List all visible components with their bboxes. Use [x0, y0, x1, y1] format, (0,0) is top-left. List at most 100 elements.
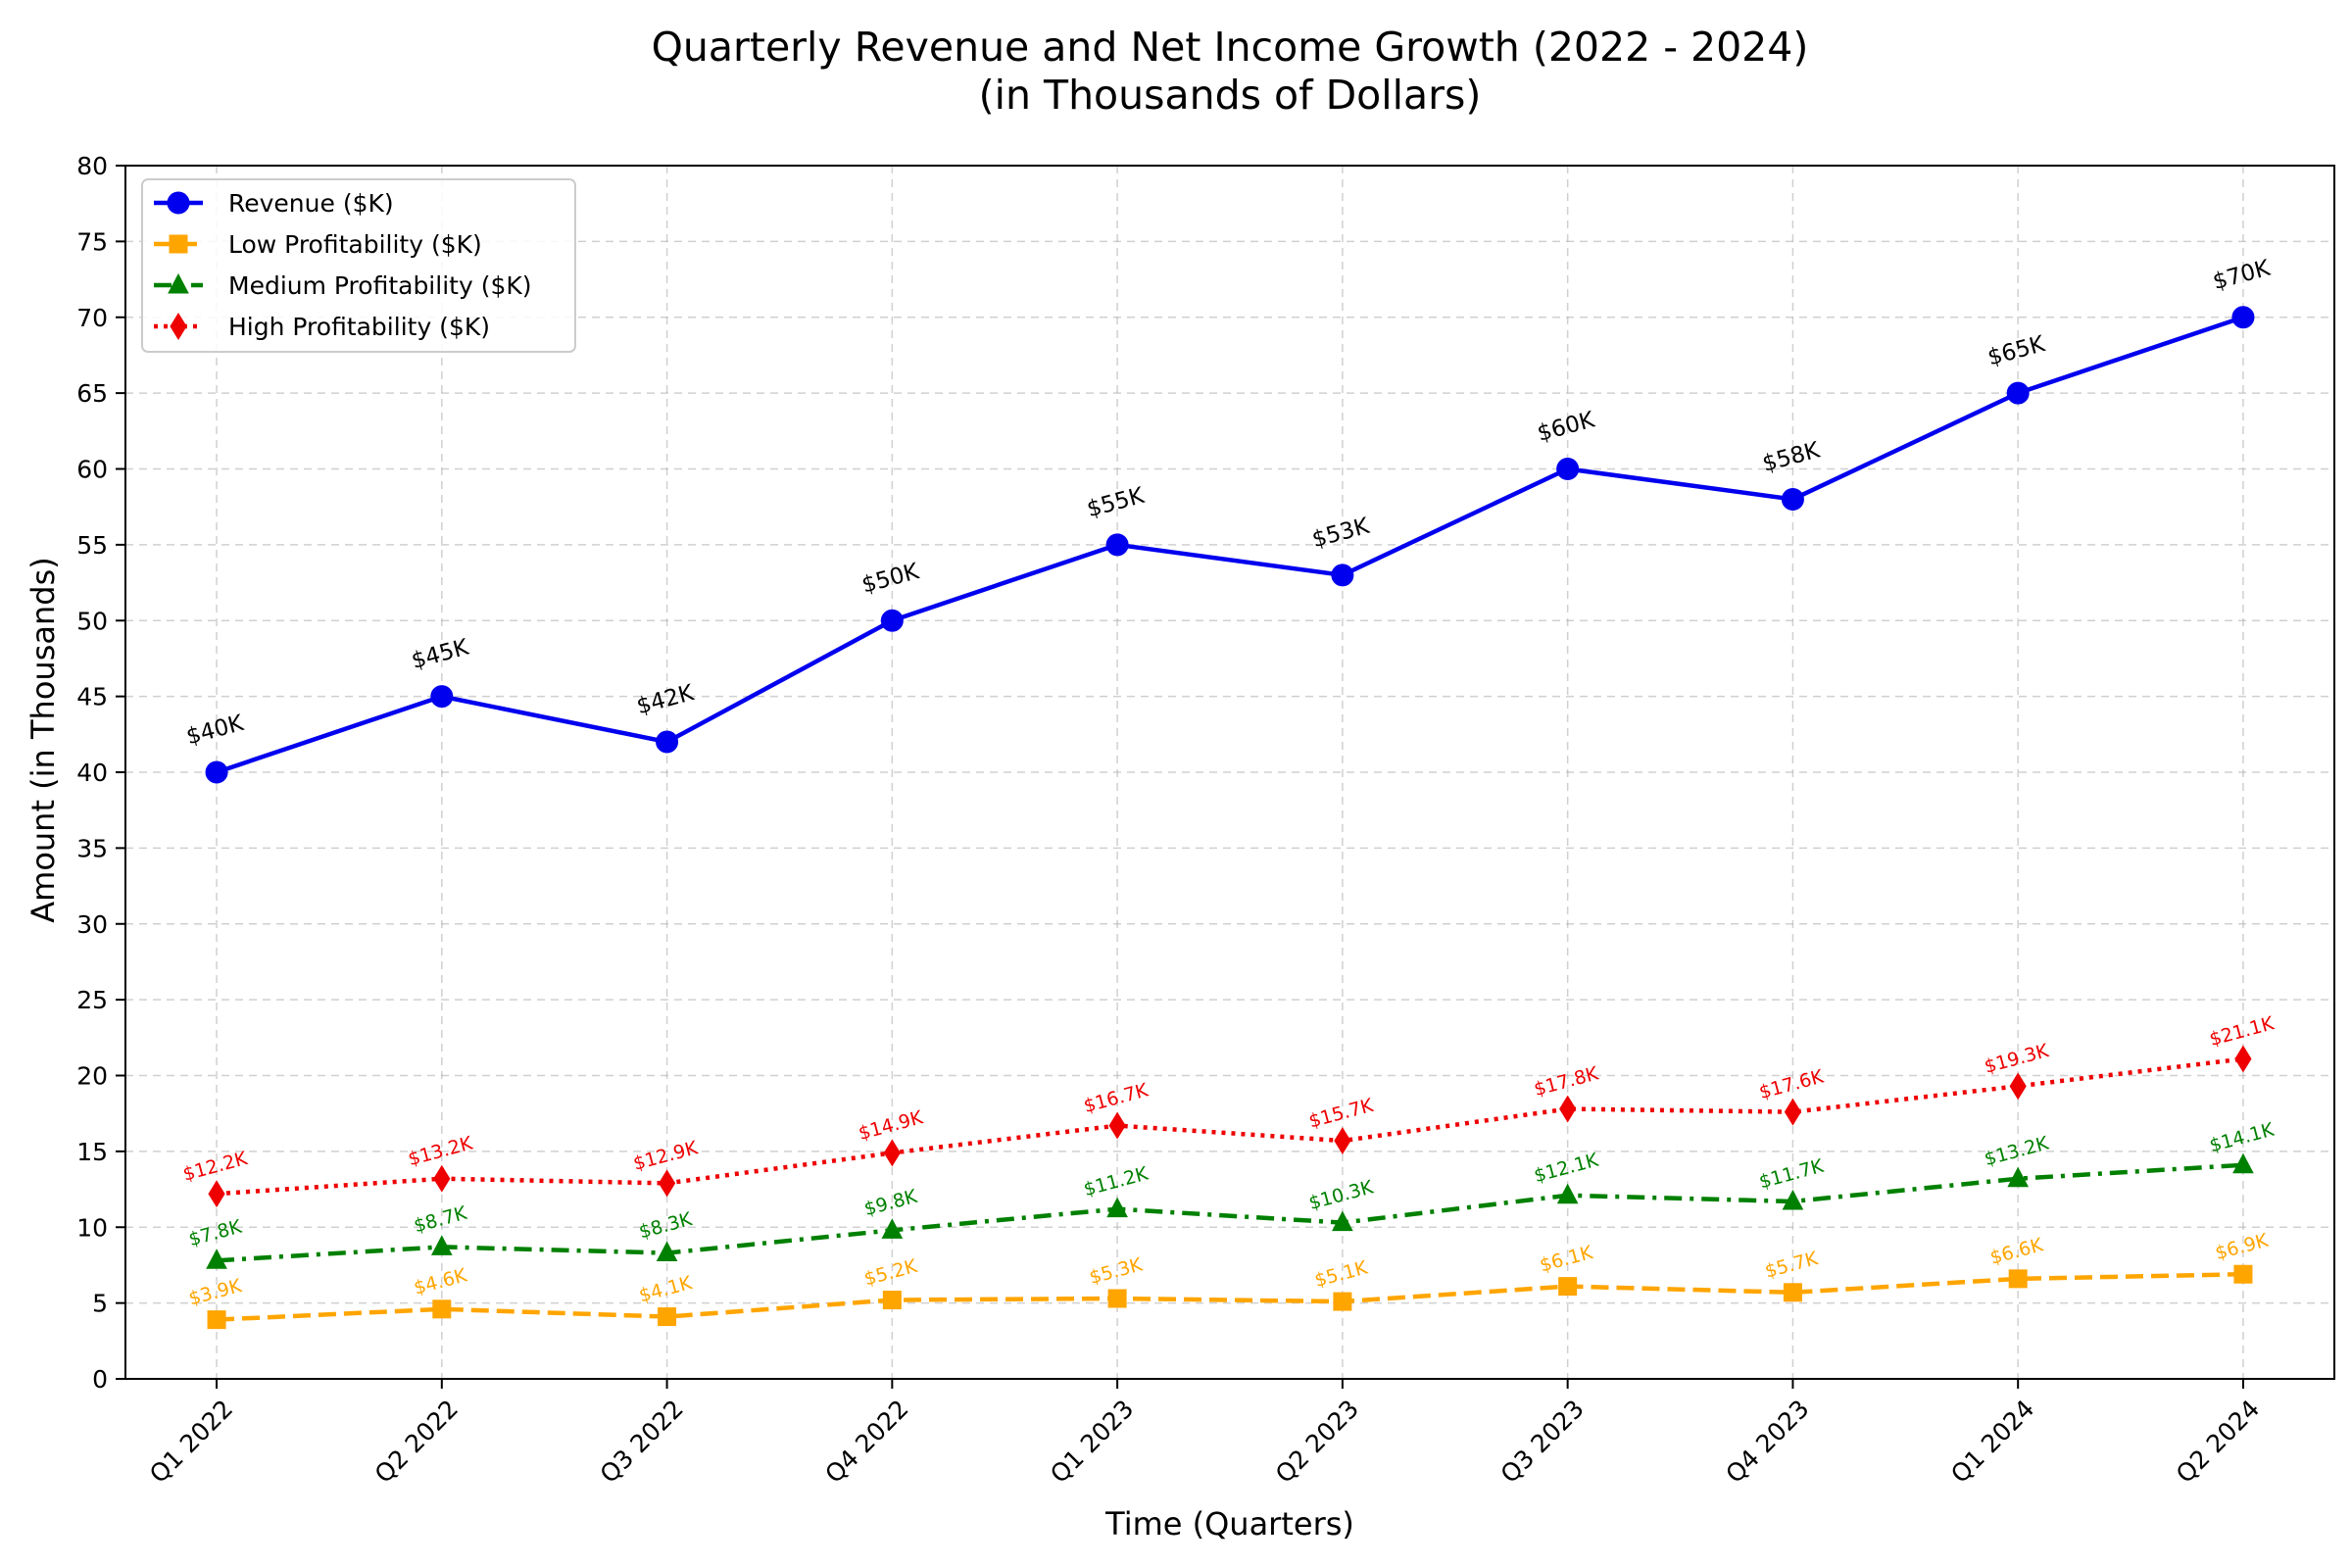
data-label: $14.9K [857, 1106, 926, 1145]
data-point [2231, 306, 2255, 329]
legend-label: Medium Profitability ($K) [228, 271, 532, 300]
data-point [2232, 1152, 2254, 1174]
data-label: $58K [1760, 437, 1824, 477]
data-point [207, 1310, 226, 1330]
y-tick-label: 30 [76, 910, 108, 939]
y-tick-label: 45 [76, 683, 108, 711]
legend-marker [169, 234, 188, 254]
data-point [432, 1299, 452, 1319]
data-point [2008, 1269, 2028, 1289]
data-label: $12.9K [631, 1137, 701, 1175]
data-label: $40K [183, 710, 247, 751]
data-label: $13.2K [406, 1133, 475, 1171]
y-tick-label: 75 [76, 227, 108, 256]
series-line [216, 1162, 2244, 1263]
data-point [2234, 1045, 2252, 1073]
legend-box [141, 178, 576, 353]
data-label: $6.6K [1987, 1234, 2045, 1269]
data-label: $21.1K [2207, 1012, 2277, 1051]
data-point [883, 1139, 901, 1167]
legend-marker [167, 191, 190, 215]
data-label: $16.7K [1081, 1079, 1151, 1117]
data-point [433, 1164, 451, 1193]
x-tick-label: Q1 2022 [144, 1395, 238, 1489]
x-tick-label: Q2 2024 [2171, 1395, 2265, 1489]
y-tick-label: 20 [76, 1062, 108, 1091]
y-tick-label: 55 [76, 531, 108, 560]
x-tick-label: Q3 2022 [595, 1395, 689, 1489]
y-tick-label: 35 [76, 834, 108, 862]
data-label: $8.3K [637, 1208, 695, 1244]
data-point [656, 730, 679, 754]
data-point [1331, 564, 1354, 587]
data-point [430, 685, 454, 709]
data-point [1333, 1292, 1352, 1311]
data-point [206, 1249, 227, 1269]
data-point [880, 609, 904, 632]
data-label: $11.7K [1757, 1155, 1827, 1194]
data-label: $19.3K [1982, 1040, 2051, 1078]
data-point [1559, 1095, 1577, 1123]
x-tick-label: Q4 2023 [1720, 1395, 1814, 1489]
data-label: $12.1K [1532, 1150, 1601, 1188]
legend-marker [170, 313, 187, 340]
data-point [2233, 1264, 2253, 1284]
data-point [208, 1180, 225, 1208]
data-label: $9.8K [862, 1186, 920, 1221]
legend-label: Low Profitability ($K) [228, 230, 482, 259]
series-3 [206, 1152, 2254, 1269]
data-point [882, 1291, 902, 1310]
chart-subtitle: (in Thousands of Dollars) [979, 72, 1482, 119]
data-point [1556, 458, 1580, 480]
data-point [656, 1241, 678, 1262]
data-label: $17.8K [1532, 1062, 1601, 1101]
y-tick-label: 10 [76, 1213, 108, 1242]
legend-item: Revenue ($K) [154, 189, 394, 218]
x-tick-label: Q1 2024 [1945, 1395, 2039, 1489]
data-label: $60K [1535, 407, 1598, 447]
data-label: $11.2K [1081, 1162, 1151, 1200]
y-axis-label: Amount (in Thousands) [24, 557, 62, 922]
data-label: $15.7K [1306, 1095, 1376, 1133]
y-tick-label: 5 [92, 1290, 108, 1318]
x-tick-label: Q1 2023 [1045, 1395, 1139, 1489]
data-point [1783, 1283, 1802, 1302]
data-label: $8.7K [412, 1202, 469, 1238]
data-point [1334, 1127, 1351, 1154]
data-point [1782, 1189, 1804, 1210]
x-tick-label: Q3 2023 [1495, 1395, 1590, 1489]
data-point [205, 760, 228, 784]
data-label: $13.2K [1982, 1133, 2051, 1171]
data-label: $70K [2210, 256, 2274, 296]
data-point [2007, 1166, 2030, 1188]
data-point [1784, 1098, 1802, 1126]
series-layer [205, 306, 2255, 1330]
data-point [658, 1307, 677, 1327]
data-label: $10.3K [1306, 1176, 1376, 1214]
x-tick-label: Q2 2022 [369, 1395, 464, 1489]
data-point [1107, 1289, 1127, 1308]
y-tick-label: 25 [76, 986, 108, 1014]
data-label: $65K [1985, 331, 2049, 371]
data-label: $42K [634, 680, 698, 720]
y-tick-label: 0 [92, 1365, 108, 1394]
y-tick-label: 50 [76, 607, 108, 635]
data-point [658, 1169, 676, 1198]
data-label: $4.6K [412, 1264, 469, 1299]
data-label: $53K [1309, 514, 1373, 554]
x-tick-label: Q4 2022 [819, 1395, 913, 1489]
data-label: $12.2K [180, 1148, 250, 1186]
data-point [881, 1218, 904, 1239]
data-point [2009, 1072, 2027, 1101]
data-label: $17.6K [1757, 1065, 1827, 1103]
legend-marker [168, 272, 189, 294]
data-point [1108, 1111, 1126, 1140]
data-point [1332, 1210, 1353, 1232]
legend-item: High Profitability ($K) [154, 313, 490, 341]
y-tick-label: 70 [76, 304, 108, 332]
data-point [1781, 487, 1804, 511]
legend-item: Medium Profitability ($K) [154, 271, 532, 300]
data-label: $50K [859, 559, 923, 599]
